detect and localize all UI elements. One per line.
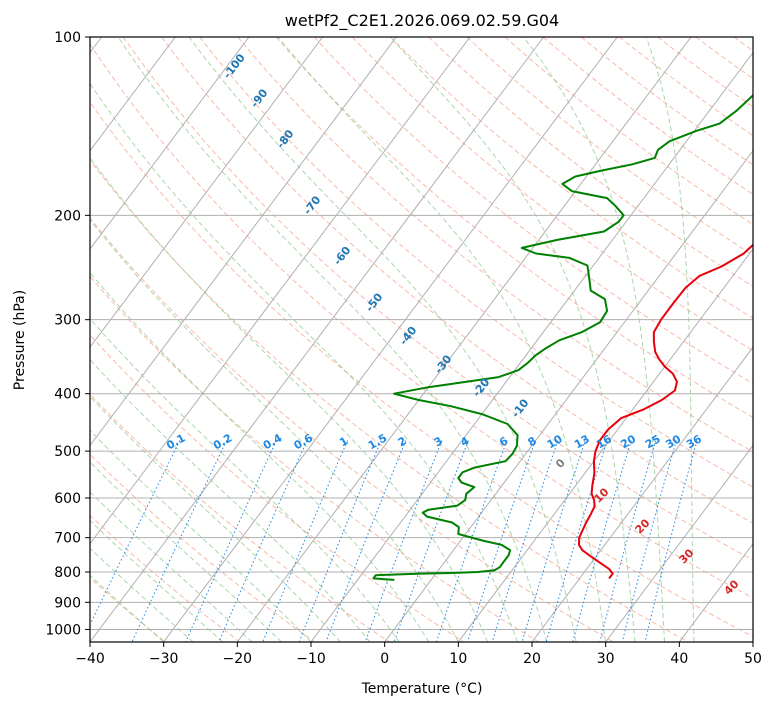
dry-adiabat-line xyxy=(275,37,753,419)
y-tick-label: 1000 xyxy=(45,622,81,638)
x-tick-label: −40 xyxy=(75,651,105,667)
x-tick-label: −30 xyxy=(149,651,179,667)
mixing-ratio-line xyxy=(90,440,181,626)
x-tick-label: 20 xyxy=(523,651,541,667)
dry-adiabat-line xyxy=(352,37,753,352)
y-tick-label: 400 xyxy=(54,387,81,403)
dry-adiabat-line xyxy=(466,37,753,256)
mixing-ratio-line xyxy=(393,440,469,642)
dry-adiabat-line xyxy=(90,514,241,642)
mixing-ratio-line xyxy=(491,440,559,642)
moist-adiabat-line xyxy=(90,358,371,642)
plot-background xyxy=(90,37,753,642)
mixing-ratio-line xyxy=(435,440,508,642)
y-tick-label: 700 xyxy=(54,531,81,547)
isotherm-line xyxy=(457,248,753,642)
x-tick-label: −10 xyxy=(296,651,326,667)
moist-adiabat-line xyxy=(90,461,282,642)
dry-adiabat-line xyxy=(542,37,753,195)
x-tick-label: 0 xyxy=(380,651,389,667)
isotherm-line xyxy=(384,149,753,642)
dry-adiabat-line xyxy=(122,37,753,561)
dewpoint-line xyxy=(372,93,753,581)
mixing-ratio-line xyxy=(364,440,443,642)
dry-adiabat-line xyxy=(90,453,315,642)
x-tick-label: 10 xyxy=(449,651,467,667)
isotherm-line xyxy=(90,37,545,642)
moist-adiabat-line xyxy=(90,318,400,642)
isotherm-line xyxy=(90,37,471,545)
moist-adiabat-line xyxy=(117,37,548,642)
dry-adiabat-line xyxy=(90,217,614,642)
mixing-ratio-line xyxy=(521,440,586,642)
y-axis-label: Pressure (hPa) xyxy=(12,290,28,390)
y-tick-label: 300 xyxy=(54,313,81,329)
moist-adiabat-line xyxy=(90,395,341,642)
series-layer xyxy=(372,93,753,581)
x-axis-label: Temperature (°C) xyxy=(361,681,483,697)
isotherm-line xyxy=(90,37,397,447)
isotherm-line xyxy=(605,444,753,642)
chart-title: wetPf2_C2E1.2026.069.02.59.G04 xyxy=(285,11,559,31)
dry-adiabat-line xyxy=(237,37,753,453)
isotherm-line xyxy=(752,641,753,642)
mixing-ratio-line xyxy=(262,440,348,642)
mixing-ratio-line xyxy=(599,440,657,642)
dry-adiabat-line xyxy=(428,37,753,287)
moist-adiabat-line xyxy=(90,82,518,642)
isotherm-line xyxy=(163,37,618,642)
y-tick-label: 500 xyxy=(54,444,81,460)
dry-adiabat-line xyxy=(161,37,753,524)
isotherm-line xyxy=(90,37,324,349)
mixing-ratio-line xyxy=(621,440,677,642)
y-tick-label: 200 xyxy=(54,208,81,224)
moist-adiabat-line xyxy=(90,218,459,642)
x-tick-label: 40 xyxy=(670,651,688,667)
mixing-ratio-line xyxy=(218,440,308,642)
dry-adiabat-line xyxy=(90,101,753,638)
y-tick-label: 800 xyxy=(54,565,81,581)
mixing-ratio-line xyxy=(644,440,698,642)
plot-frame xyxy=(89,36,754,643)
moist-adiabat-line xyxy=(645,37,695,642)
mixing-ratio-line xyxy=(325,440,407,642)
isotherm-line xyxy=(90,37,250,250)
isotherm-line xyxy=(531,346,753,642)
x-axis: −40 −30 −20 −10 0 10 20 30 40 50 xyxy=(75,642,762,667)
y-tick-label: 100 xyxy=(54,30,81,46)
mixing-ratio-line xyxy=(466,440,536,642)
isotherm-line xyxy=(236,37,692,642)
moist-adiabat-line xyxy=(188,37,577,642)
x-tick-label: 50 xyxy=(744,651,762,667)
grid-layer xyxy=(90,37,753,642)
mixing-ratio-line xyxy=(131,440,227,642)
dry-adiabat-line xyxy=(90,275,539,642)
moist-adiabat-line xyxy=(522,37,665,642)
dry-adiabat-line xyxy=(90,393,390,642)
moist-adiabat-line xyxy=(277,37,607,642)
isotherm-line xyxy=(310,51,753,642)
moist-adiabat-line xyxy=(389,37,636,642)
x-tick-label: 30 xyxy=(597,651,615,667)
y-axis: 100 200 300 400 500 600 700 800 900 1000 xyxy=(45,30,90,638)
isotherm-line xyxy=(90,37,176,152)
dry-adiabat-line xyxy=(504,37,753,226)
y-tick-label: 900 xyxy=(54,595,81,611)
x-tick-label: −20 xyxy=(223,651,253,667)
moist-adiabat-line xyxy=(90,272,430,642)
y-tick-label: 600 xyxy=(54,491,81,507)
temperature-line xyxy=(578,243,753,580)
dry-adiabat-line xyxy=(90,43,753,599)
